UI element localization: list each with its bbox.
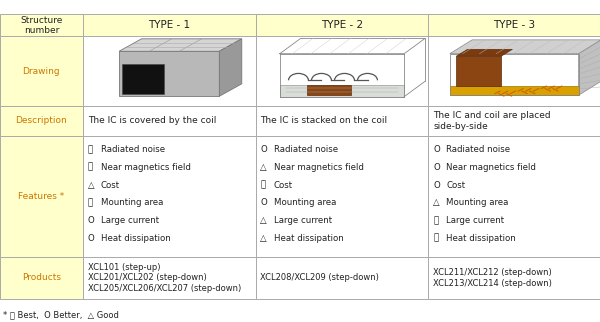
Text: The IC is stacked on the coil: The IC is stacked on the coil [260,117,388,125]
Text: Cost: Cost [101,181,120,190]
Bar [256,257,428,299]
Text: Cost: Cost [274,181,293,190]
Text: △: △ [88,181,94,190]
Text: Ⓣ: Ⓣ [88,163,93,172]
Text: Drawing: Drawing [23,67,60,75]
Bar [450,86,578,95]
Text: △: △ [260,163,267,172]
Text: Structure
number: Structure number [20,16,62,35]
Text: XCL211/XCL212 (step-down)
XCL213/XCL214 (step-down): XCL211/XCL212 (step-down) XCL213/XCL214 … [433,268,552,288]
Text: O: O [88,234,94,243]
Bar [0,36,83,106]
Text: Radiated noise: Radiated noise [101,145,165,154]
Text: XCL101 (step-up)
XCL201/XCL202 (step-down)
XCL205/XCL206/XCL207 (step-down): XCL101 (step-up) XCL201/XCL202 (step-dow… [88,263,241,293]
Bar [256,106,428,136]
Bar [83,257,256,299]
Bar [256,14,428,36]
Text: The IC is covered by the coil: The IC is covered by the coil [88,117,216,125]
Text: Mounting area: Mounting area [101,198,163,207]
Text: Large current: Large current [446,216,505,225]
Text: TYPE - 3: TYPE - 3 [493,20,535,31]
Text: TYPE - 2: TYPE - 2 [321,20,363,31]
Polygon shape [578,40,600,95]
Text: △: △ [433,198,440,207]
Text: Products: Products [22,273,61,282]
Text: Description: Description [16,117,67,125]
Text: Near magnetics field: Near magnetics field [274,163,364,172]
Bar [456,56,502,86]
Text: Cost: Cost [446,181,466,190]
Bar [122,64,164,94]
Bar [428,36,600,106]
Text: O: O [260,145,267,154]
Text: Heat dissipation: Heat dissipation [446,234,516,243]
Bar [428,14,600,36]
Polygon shape [119,39,242,51]
Text: Radiated noise: Radiated noise [274,145,338,154]
Bar [83,14,256,36]
Bar [0,257,83,299]
Text: * Ⓣ Best,  O Better,  △ Good: * Ⓣ Best, O Better, △ Good [3,310,119,319]
Text: Ⓣ: Ⓣ [433,216,439,225]
Bar [428,136,600,257]
Text: Heat dissipation: Heat dissipation [101,234,170,243]
Text: Large current: Large current [274,216,332,225]
Bar [0,136,83,257]
Bar [83,106,256,136]
Polygon shape [450,40,600,54]
Text: △: △ [260,216,267,225]
Text: O: O [88,216,94,225]
Bar [450,54,578,95]
Bar [83,136,256,257]
Text: Heat dissipation: Heat dissipation [274,234,343,243]
Text: O: O [433,145,440,154]
Bar [119,51,220,96]
Text: Large current: Large current [101,216,159,225]
Text: Ⓣ: Ⓣ [433,234,439,243]
Bar [307,85,351,95]
Polygon shape [220,39,242,96]
Text: Ⓣ: Ⓣ [88,198,93,207]
Bar [83,36,256,106]
Text: Ⓣ: Ⓣ [260,181,266,190]
Polygon shape [456,49,512,56]
Text: O: O [260,198,267,207]
Text: Mounting area: Mounting area [274,198,336,207]
Text: △: △ [260,234,267,243]
Bar [256,136,428,257]
Text: XCL208/XCL209 (step-down): XCL208/XCL209 (step-down) [260,273,379,282]
Bar [280,85,404,97]
Bar [428,106,600,136]
Text: Ⓣ: Ⓣ [88,145,93,154]
Text: Near magnetics field: Near magnetics field [446,163,536,172]
Text: Near magnetics field: Near magnetics field [101,163,191,172]
Text: The IC and coil are placed
side-by-side: The IC and coil are placed side-by-side [433,111,551,131]
Bar [0,106,83,136]
Bar [256,36,428,106]
Text: Radiated noise: Radiated noise [446,145,511,154]
Text: O: O [433,163,440,172]
Text: O: O [433,181,440,190]
Text: Mounting area: Mounting area [446,198,509,207]
Text: TYPE - 1: TYPE - 1 [148,20,190,31]
Bar [428,257,600,299]
Bar [0,14,83,36]
Text: Features *: Features * [18,192,65,201]
